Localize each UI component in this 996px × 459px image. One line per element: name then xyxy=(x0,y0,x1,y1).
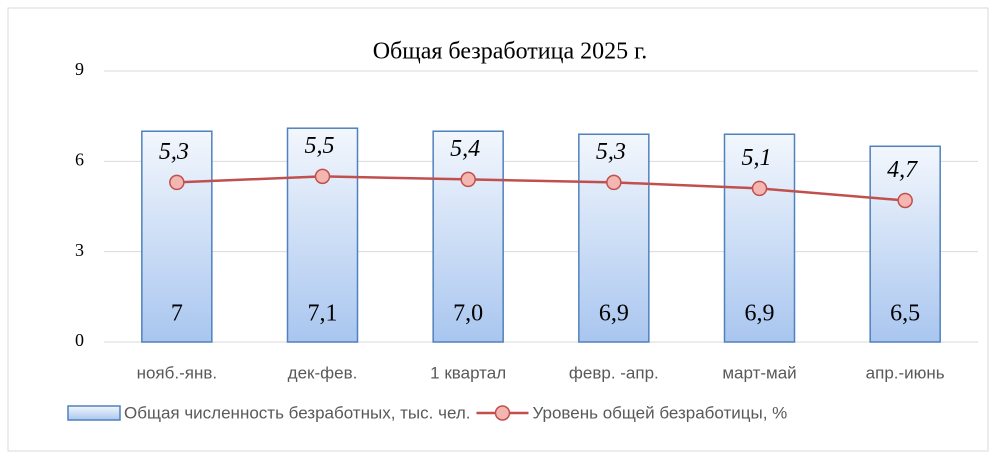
y-tick-label: 6 xyxy=(75,149,84,169)
chart-title: Общая безработица 2025 г. xyxy=(373,39,648,65)
legend-swatch xyxy=(494,405,511,421)
line-marker xyxy=(314,168,331,185)
x-tick-label: март-май xyxy=(722,363,796,382)
line-marker xyxy=(897,192,913,209)
bar-value-label: 6,9 xyxy=(599,301,629,327)
bar-value-label: 7,0 xyxy=(453,301,483,327)
bar xyxy=(869,145,941,343)
bar xyxy=(578,133,650,343)
bar-value-label: 6,5 xyxy=(890,301,920,327)
line-value-label: 5,3 xyxy=(159,139,189,165)
line-value-label: 5,3 xyxy=(596,139,626,165)
bar xyxy=(286,127,359,343)
legend-swatch xyxy=(67,405,121,421)
y-tick-label: 0 xyxy=(75,330,84,350)
bar-value-label: 6,9 xyxy=(745,301,775,327)
bar-value-label: 7,1 xyxy=(308,301,338,327)
x-tick-label: апр.-июнь xyxy=(866,363,945,382)
x-tick-label: 1 квартал xyxy=(430,363,506,382)
line-marker xyxy=(169,174,185,191)
x-tick-label: дек-фев. xyxy=(288,363,358,382)
bar xyxy=(432,130,504,343)
legend-label: Общая численность безработных, тыс. чел. xyxy=(124,403,470,422)
y-tick-label: 9 xyxy=(75,59,84,79)
line-value-label: 5,5 xyxy=(305,133,335,159)
bar xyxy=(141,130,213,343)
bar-value-label: 7 xyxy=(171,301,183,327)
bar xyxy=(723,133,796,343)
line-value-label: 4,7 xyxy=(887,157,918,183)
legend-label: Уровень общей безработицы, % xyxy=(532,403,787,422)
x-tick-label: нояб.-янв. xyxy=(137,363,218,382)
line-value-label: 5,4 xyxy=(450,136,480,162)
line-marker xyxy=(460,171,476,188)
y-tick-label: 3 xyxy=(75,240,84,260)
x-tick-label: февр. -апр. xyxy=(569,363,659,382)
line-value-label: 5,1 xyxy=(742,145,772,171)
line xyxy=(176,175,906,202)
line-marker xyxy=(751,180,768,197)
line-marker xyxy=(606,174,622,191)
